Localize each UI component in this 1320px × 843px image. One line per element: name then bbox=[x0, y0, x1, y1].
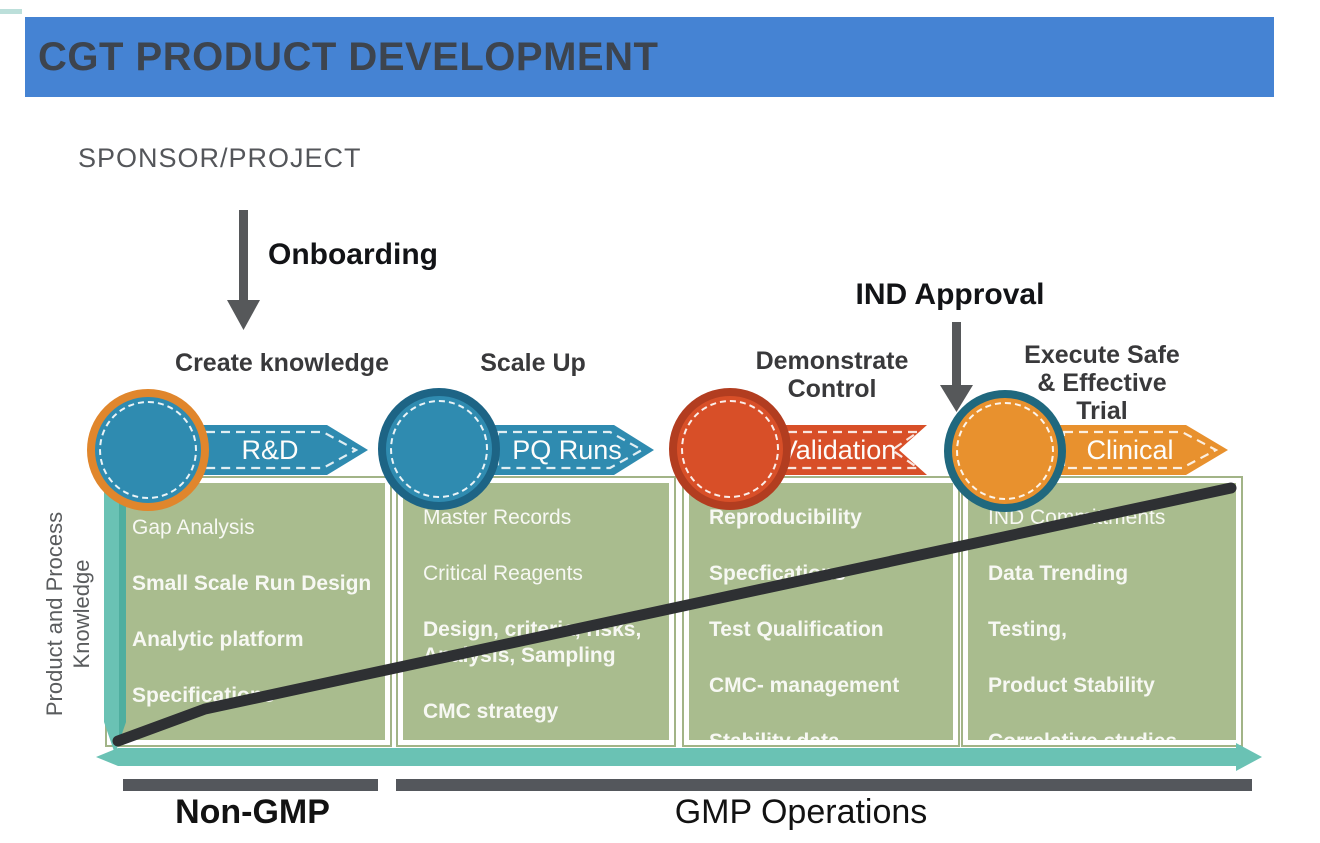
box-item: Test Qualification bbox=[709, 618, 884, 641]
decorative-teal-sliver bbox=[0, 9, 22, 14]
box-item: CMC- management bbox=[709, 674, 900, 697]
banner-rd: R&D bbox=[200, 422, 370, 478]
ind-approval-label: IND Approval bbox=[855, 278, 1045, 311]
dashed-ring bbox=[99, 401, 197, 499]
phase-box-rd: Gap Analysis Small Scale Run Design Anal… bbox=[105, 476, 392, 747]
phase-box-clinical-items: IND Committments Data Trending Testing, … bbox=[968, 483, 1236, 745]
box-item: Master Records bbox=[423, 506, 572, 529]
phase-box-validation: Reproducibility Specfications Test Quali… bbox=[682, 476, 960, 747]
box-item: Stability data bbox=[709, 730, 840, 745]
phase-circle-clinical bbox=[944, 390, 1066, 512]
header-bar: CGT PRODUCT DEVELOPMENT bbox=[25, 17, 1274, 97]
box-item: CMC strategy bbox=[423, 700, 559, 723]
onboarding-label: Onboarding bbox=[268, 238, 438, 271]
box-item: Specfications bbox=[709, 562, 846, 585]
stage-label-scale-up: Scale Up bbox=[480, 349, 586, 377]
stage-label-execute-trial: Execute Safe & Effective Trial bbox=[1024, 341, 1180, 425]
non-gmp-bar bbox=[123, 779, 378, 791]
box-item: Data Trending bbox=[988, 562, 1129, 585]
y-axis-label: Product and Process Knowledge bbox=[41, 464, 99, 764]
phase-box-validation-items: Reproducibility Specfications Test Quali… bbox=[689, 483, 953, 745]
box-item: Analytic platform bbox=[132, 628, 304, 651]
non-gmp-label: Non-GMP bbox=[175, 793, 330, 831]
box-item: Correlative studies bbox=[988, 730, 1178, 745]
stage-label-create-knowledge: Create knowledge bbox=[175, 349, 389, 377]
phase-box-pq-runs: Master Records Critical Reagents Design,… bbox=[396, 476, 676, 747]
stage-label-demonstrate-control: Demonstrate Control bbox=[755, 347, 909, 403]
box-item: Small Scale Run Design bbox=[132, 572, 372, 595]
phase-box-clinical: IND Committments Data Trending Testing, … bbox=[961, 476, 1243, 747]
phase-circle-pq-runs bbox=[378, 388, 500, 510]
banner-pq-runs: PQ Runs bbox=[492, 422, 656, 478]
gmp-operations-label: GMP Operations bbox=[674, 793, 928, 831]
sponsor-project-label: SPONSOR/PROJECT bbox=[78, 143, 362, 173]
box-item: Reproducibility bbox=[709, 506, 862, 529]
banner-validation: Validation bbox=[779, 422, 928, 478]
banner-clinical: Clinical bbox=[1058, 422, 1230, 478]
box-item: Testing, bbox=[988, 618, 1067, 641]
phase-circle-validation bbox=[669, 388, 791, 510]
ribbon-banner-shape bbox=[782, 425, 927, 475]
gmp-bar bbox=[396, 779, 1252, 791]
y-axis-label-line1: Product and Process bbox=[42, 511, 67, 717]
banner-label: PQ Runs bbox=[512, 434, 622, 465]
page-title: CGT PRODUCT DEVELOPMENT bbox=[38, 34, 659, 79]
box-item: Specifications bbox=[132, 684, 275, 707]
phase-box-pq-runs-items: Master Records Critical Reagents Design,… bbox=[403, 483, 669, 725]
box-item: Design, criteria, risks, Analysis, Sampl… bbox=[423, 618, 642, 667]
banner-label: Validation bbox=[779, 434, 897, 465]
dashed-ring bbox=[390, 400, 488, 498]
box-item: Critical Reagents bbox=[423, 562, 583, 585]
box-item: Product Stability bbox=[988, 674, 1155, 697]
onboarding-down-arrow-icon bbox=[227, 210, 260, 330]
phase-circle-rd bbox=[87, 389, 209, 511]
banner-label: Clinical bbox=[1086, 434, 1174, 465]
y-axis-label-line2: Knowledge bbox=[69, 559, 94, 669]
x-axis-bar bbox=[96, 743, 1262, 771]
dashed-ring bbox=[681, 400, 779, 498]
phase-box-rd-items: Gap Analysis Small Scale Run Design Anal… bbox=[112, 483, 385, 709]
dashed-ring bbox=[956, 402, 1054, 500]
banner-label: R&D bbox=[241, 434, 299, 465]
ind-approval-down-arrow-icon bbox=[940, 322, 973, 412]
box-item: Gap Analysis bbox=[132, 516, 255, 539]
